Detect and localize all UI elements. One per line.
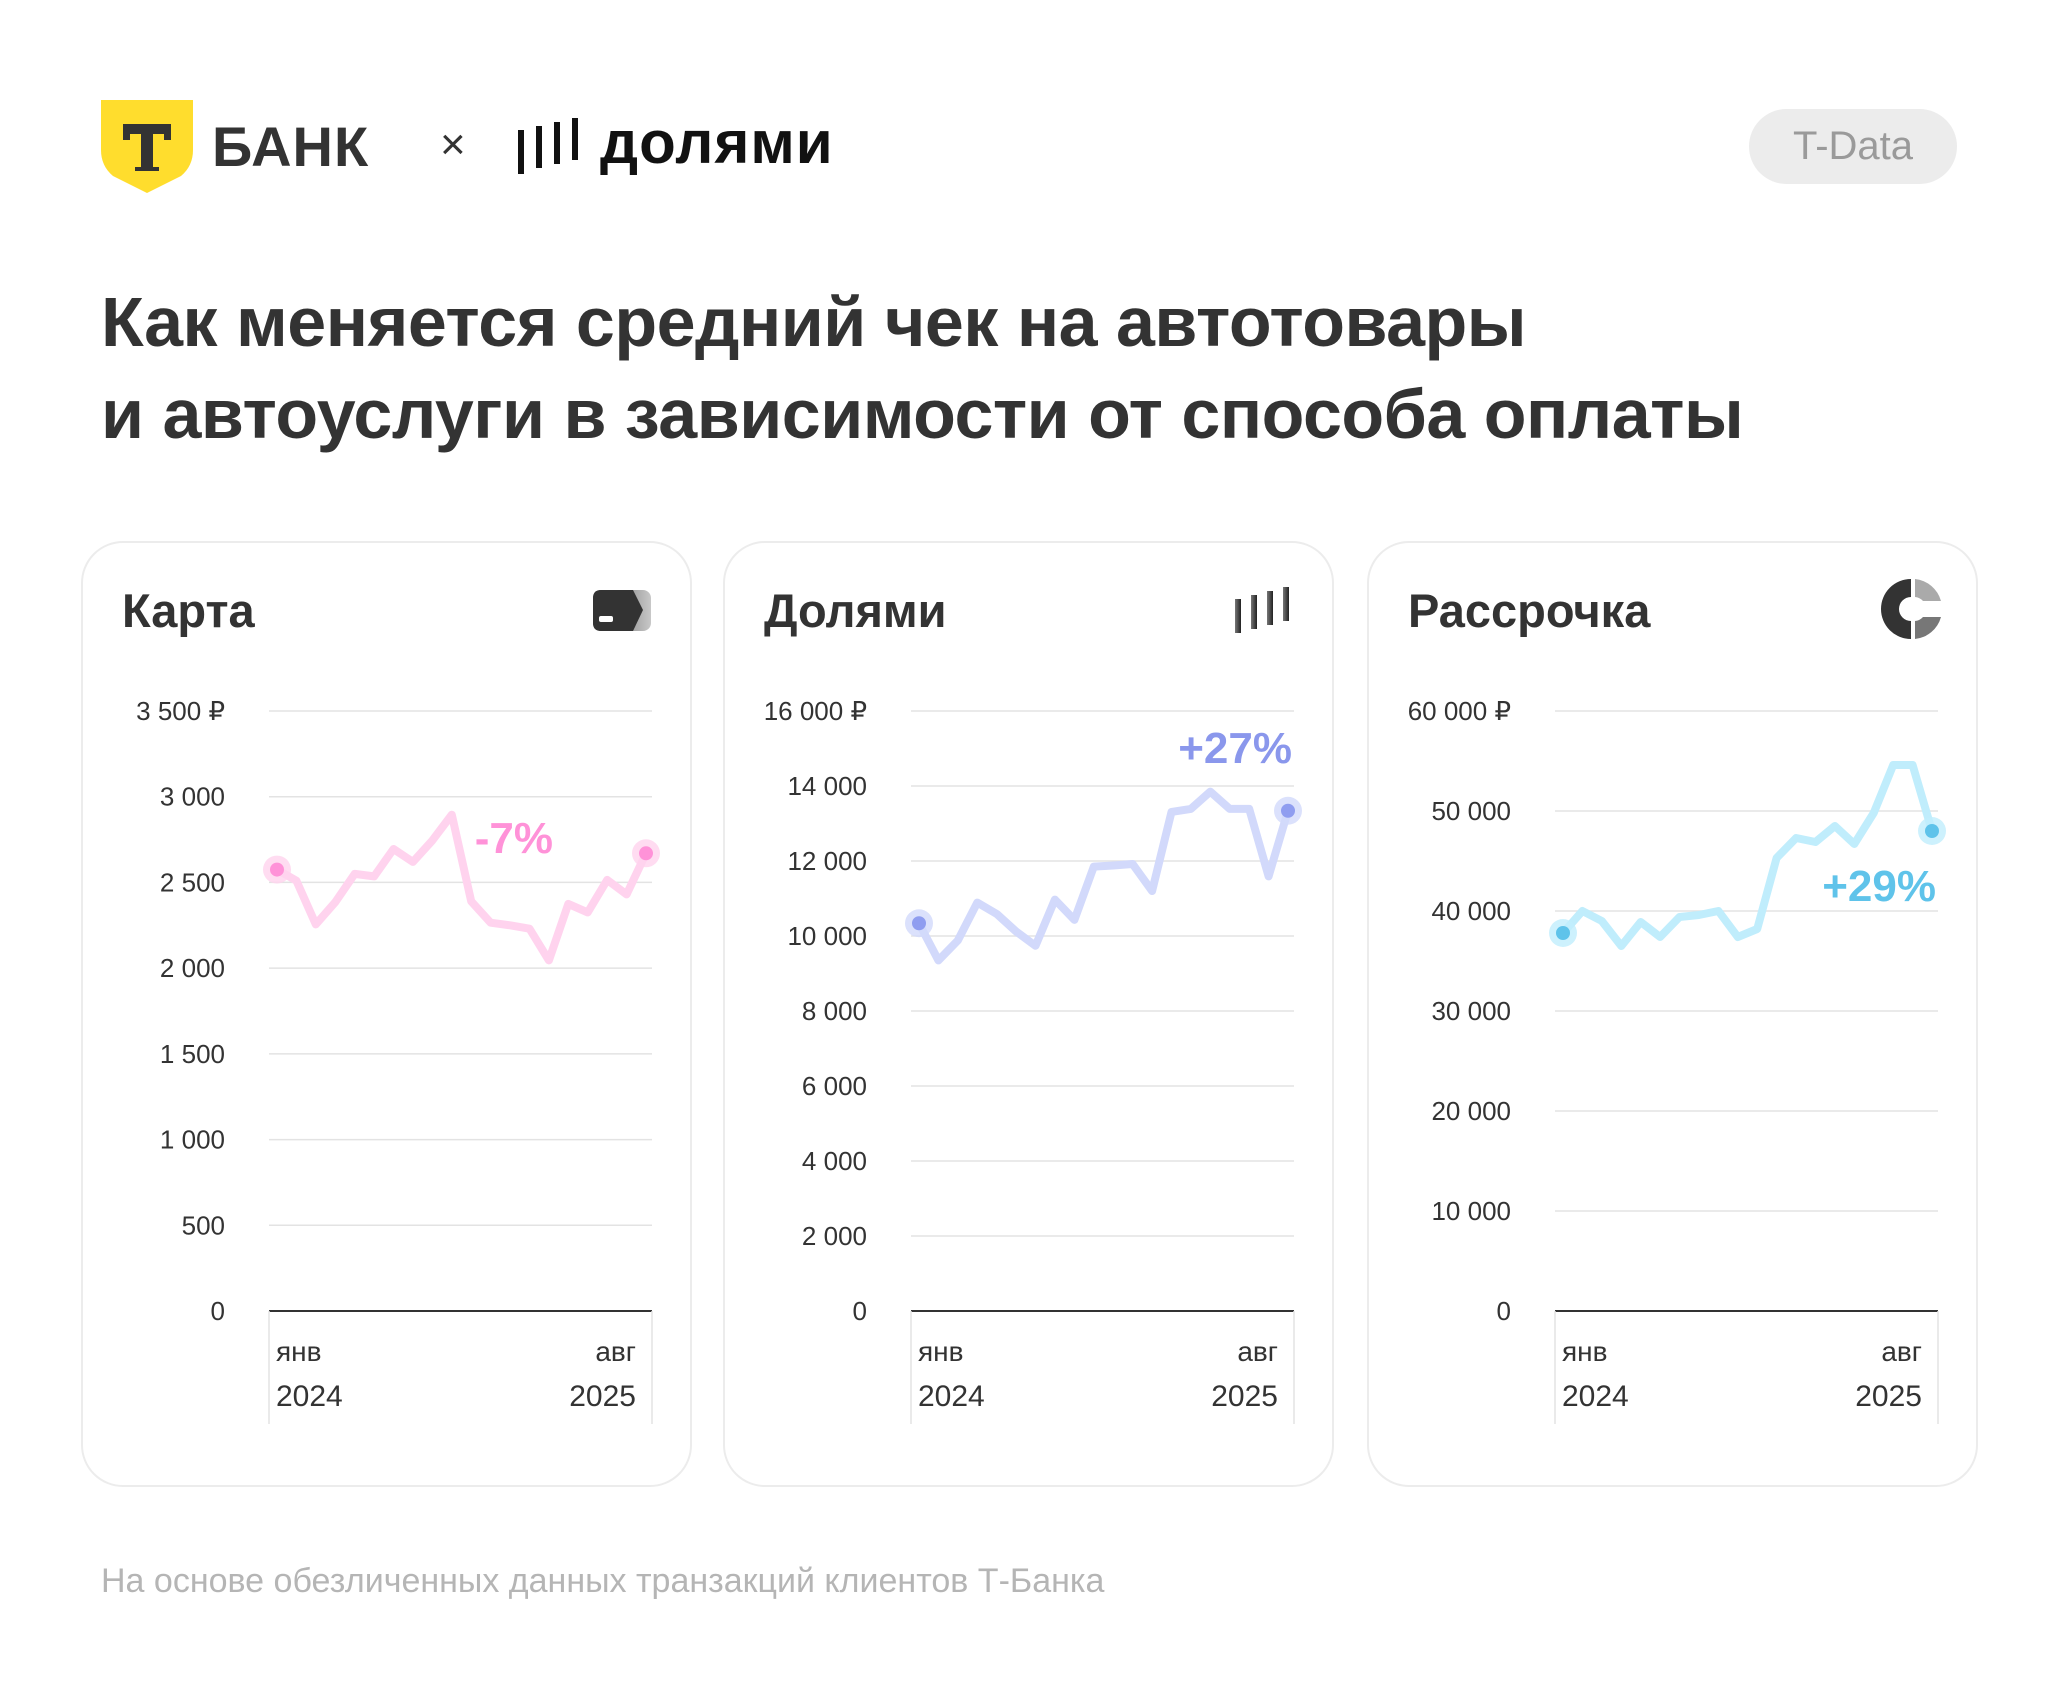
t-bank-shield-logo bbox=[101, 100, 193, 193]
y-tick-label: 12 000 bbox=[787, 846, 867, 876]
start-point bbox=[270, 862, 284, 877]
series-line bbox=[915, 787, 1292, 965]
x-tick-year: 2025 bbox=[1211, 1380, 1278, 1413]
chart-card-karta: Карта 0 500 1 000 1 500 2 000 2 500 3 000 3 500… bbox=[81, 541, 692, 1487]
page-title: Как меняется средний чек на автотовары и… bbox=[101, 276, 1744, 460]
y-tick-label: 2 500 bbox=[160, 867, 225, 897]
y-tick-label: 0 bbox=[1497, 1296, 1511, 1326]
x-tick-month: янв bbox=[276, 1336, 322, 1367]
end-point bbox=[639, 846, 653, 861]
y-tick-label: 50 000 bbox=[1431, 796, 1511, 826]
y-tick-label: 4 000 bbox=[802, 1146, 867, 1176]
y-tick-label: 1 500 bbox=[160, 1039, 225, 1069]
y-tick-label: 14 000 bbox=[787, 771, 867, 801]
x-tick-month: авг bbox=[595, 1336, 636, 1367]
dolyami-logo-text: долями bbox=[600, 109, 834, 176]
y-tick-label: 20 000 bbox=[1431, 1096, 1511, 1126]
dolyami-bars-icon bbox=[1235, 587, 1289, 633]
series-line bbox=[273, 810, 650, 965]
card-title: Долями bbox=[764, 584, 947, 637]
x-tick-month: янв bbox=[918, 1336, 964, 1367]
x-tick-year: 2025 bbox=[1855, 1380, 1922, 1413]
y-tick-label: 0 bbox=[853, 1296, 867, 1326]
y-tick-label: 1 000 bbox=[160, 1125, 225, 1155]
chart-plot: 0 2 000 4 000 6 000 8 000 10 000 12 000 14 000 1… bbox=[764, 696, 1302, 1424]
x-tick-month: янв bbox=[1562, 1336, 1608, 1367]
x-tick-month: авг bbox=[1237, 1336, 1278, 1367]
chart-card-dolyami: Долями 0 2 000 4 000 6 000 8 000 10 000 12 000… bbox=[723, 541, 1334, 1487]
x-tick-year: 2024 bbox=[276, 1380, 343, 1413]
chart-card-rassrochka: Рассрочка 0 10 000 20 000 30 000 40 000 50 00… bbox=[1367, 541, 1978, 1487]
y-tick-label: 3 500 ₽ bbox=[136, 696, 225, 726]
y-tick-label: 2 000 bbox=[160, 953, 225, 983]
title-line-1: Как меняется средний чек на автотовары bbox=[101, 283, 1527, 361]
end-point bbox=[1281, 803, 1295, 818]
x-tick-year: 2024 bbox=[918, 1380, 985, 1413]
y-tick-label: 8 000 bbox=[802, 996, 867, 1026]
y-tick-label: 30 000 bbox=[1431, 996, 1511, 1026]
y-tick-label: 2 000 bbox=[802, 1221, 867, 1251]
installment-donut-icon bbox=[1881, 579, 1941, 639]
start-point bbox=[1556, 926, 1570, 940]
footer-source-note: На основе обезличенных данных транзакций… bbox=[101, 1562, 1105, 1600]
dolyami-logo-bars-icon bbox=[518, 118, 578, 174]
series-line bbox=[1559, 761, 1936, 950]
chart-plot: 0 10 000 20 000 30 000 40 000 50 000 60 000 ₽ я… bbox=[1408, 696, 1946, 1424]
x-tick-month: авг bbox=[1881, 1336, 1922, 1367]
x-tick-year: 2025 bbox=[569, 1380, 636, 1413]
y-tick-label: 16 000 ₽ bbox=[764, 696, 867, 726]
change-annotation: +27% bbox=[1178, 724, 1292, 773]
end-point bbox=[1925, 824, 1939, 838]
start-point bbox=[912, 916, 926, 931]
chart-plot: 0 500 1 000 1 500 2 000 2 500 3 000 3 500 ₽ янв 2… bbox=[136, 696, 660, 1424]
y-tick-label: 40 000 bbox=[1431, 896, 1511, 926]
title-line-2: и автоуслуги в зависимости от способа оп… bbox=[101, 375, 1744, 453]
y-tick-label: 60 000 ₽ bbox=[1408, 696, 1511, 726]
card-title: Рассрочка bbox=[1408, 584, 1651, 637]
y-tick-label: 0 bbox=[211, 1296, 225, 1326]
y-tick-label: 3 000 bbox=[160, 782, 225, 812]
y-tick-label: 10 000 bbox=[1431, 1196, 1511, 1226]
card-icon bbox=[593, 590, 651, 631]
y-tick-label: 10 000 bbox=[787, 921, 867, 951]
bank-logo-text: БАНК bbox=[212, 115, 370, 178]
collab-separator: × bbox=[440, 120, 466, 169]
change-annotation: +29% bbox=[1822, 862, 1936, 911]
change-annotation: -7% bbox=[475, 814, 553, 863]
y-tick-label: 500 bbox=[182, 1210, 225, 1240]
card-title: Карта bbox=[122, 584, 255, 637]
x-tick-year: 2024 bbox=[1562, 1380, 1629, 1413]
y-tick-label: 6 000 bbox=[802, 1071, 867, 1101]
t-data-badge: T-Data bbox=[1749, 109, 1957, 184]
